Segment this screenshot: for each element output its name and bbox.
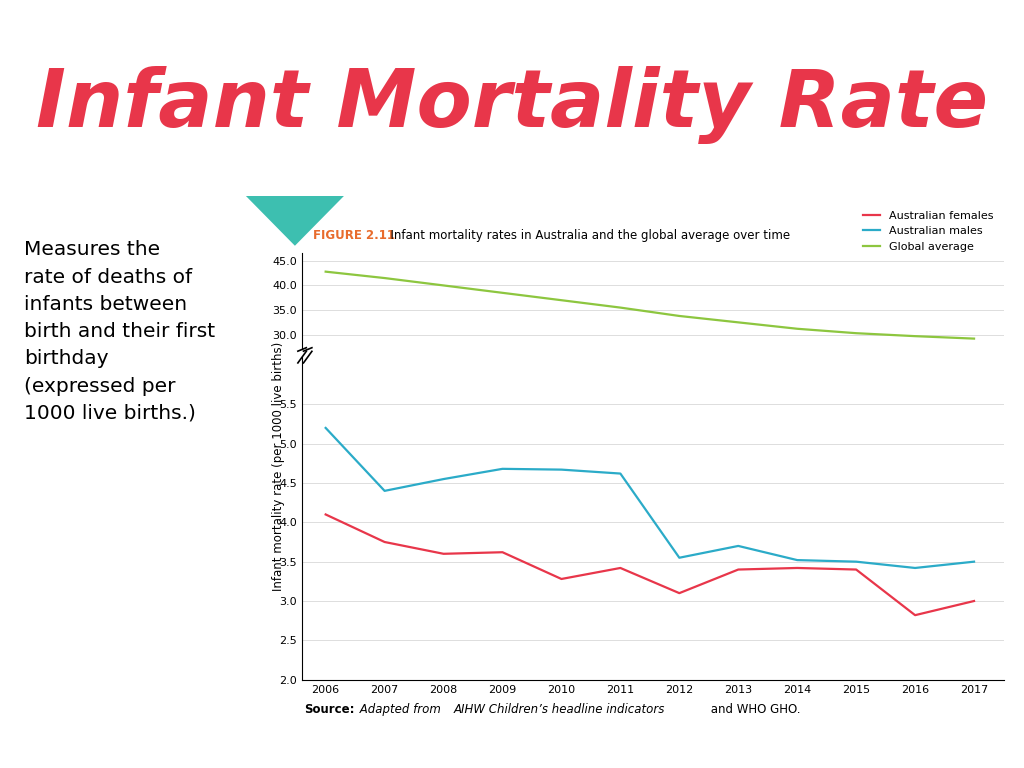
Text: Infant mortality rate (per 1000 live births): Infant mortality rate (per 1000 live bir… bbox=[272, 342, 285, 591]
Text: Infant mortality rates in Australia and the global average over time: Infant mortality rates in Australia and … bbox=[383, 229, 790, 241]
Text: Measures the
rate of deaths of
infants between
birth and their first
birthday
(e: Measures the rate of deaths of infants b… bbox=[25, 240, 215, 423]
Text: Infant Mortality Rate: Infant Mortality Rate bbox=[36, 66, 988, 144]
Legend: Australian females, Australian males, Global average: Australian females, Australian males, Gl… bbox=[859, 206, 998, 257]
Text: Source:: Source: bbox=[304, 703, 354, 716]
Text: AIHW Children’s headline indicators: AIHW Children’s headline indicators bbox=[454, 703, 665, 716]
Polygon shape bbox=[246, 196, 344, 246]
Text: FIGURE 2.11: FIGURE 2.11 bbox=[312, 229, 394, 241]
Text: Adapted from: Adapted from bbox=[356, 703, 445, 716]
Text: and WHO GHO.: and WHO GHO. bbox=[707, 703, 800, 716]
